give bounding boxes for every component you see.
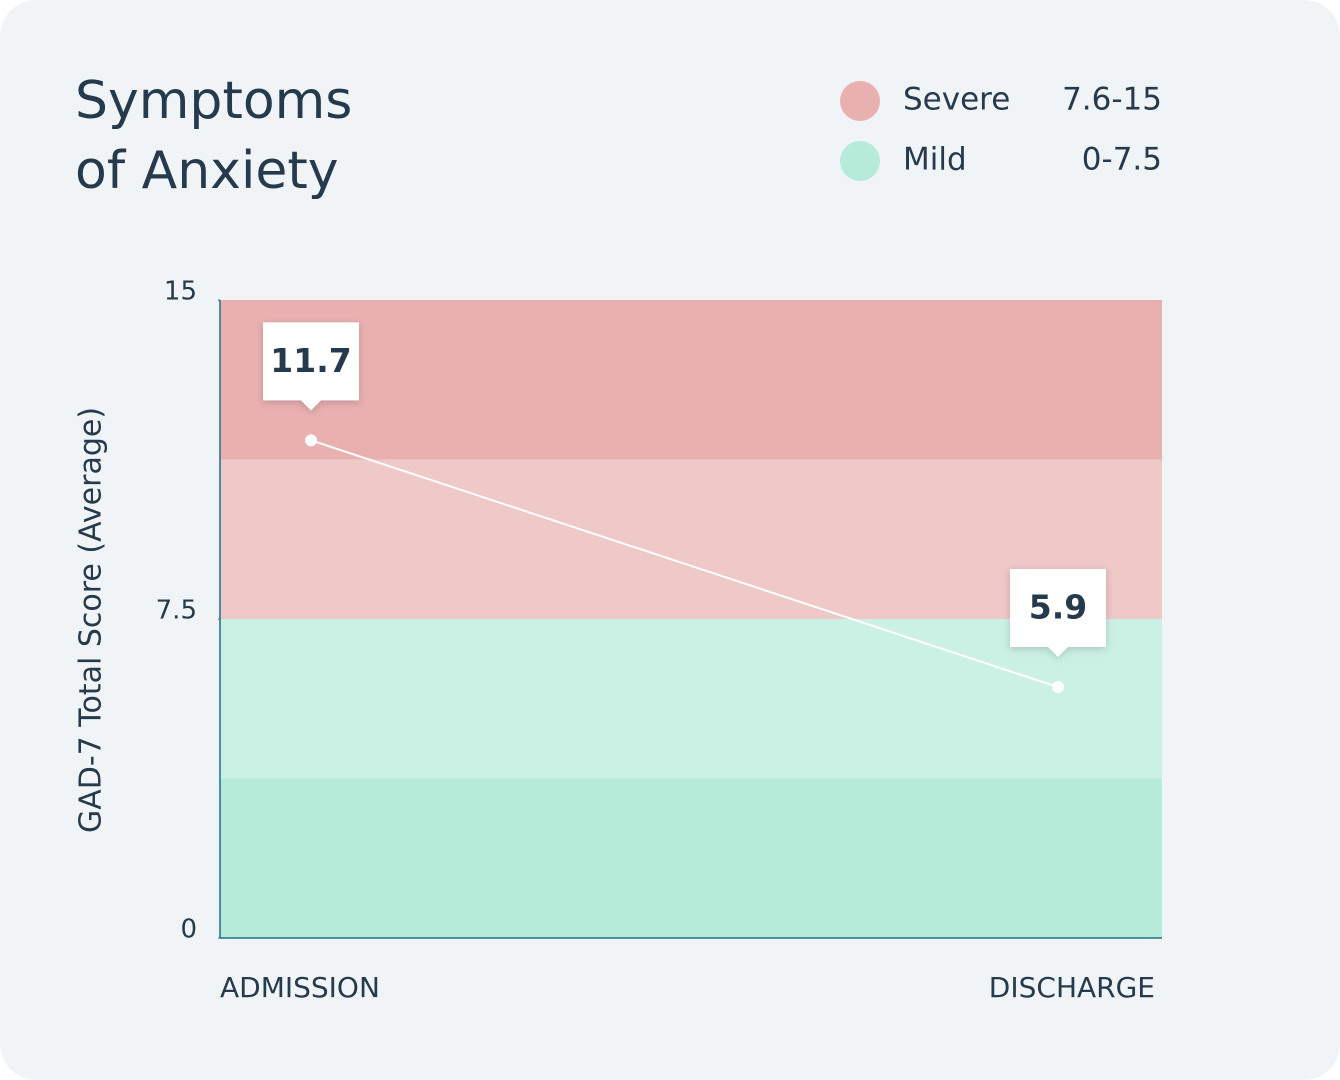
x-tick-label: DISCHARGE — [989, 971, 1155, 1004]
y-tick-label: 15 — [164, 277, 197, 307]
legend-label: Mild — [903, 142, 967, 178]
value-label: 5.9 — [1029, 588, 1087, 627]
y-tick-label: 7.5 — [156, 596, 197, 626]
point — [1052, 681, 1064, 694]
tooltip-box — [263, 322, 359, 411]
band-highlight — [220, 459, 1162, 619]
y-tick-label: 0 — [180, 915, 197, 945]
line — [310, 439, 1059, 689]
legend-range: 0-7.5 — [1082, 142, 1162, 178]
legend-swatch — [840, 141, 880, 181]
y-axis-title: GAD-7 Total Score (Average) — [74, 407, 109, 833]
band — [220, 778, 1162, 938]
value-tooltip — [1010, 569, 1106, 658]
band — [220, 619, 1162, 779]
point — [305, 434, 317, 447]
legend-range: 7.6-15 — [1062, 82, 1162, 118]
legend-label: Severe — [903, 82, 1010, 118]
chart-title: Symptoms of Anxiety — [75, 71, 353, 201]
tooltip-box — [1010, 569, 1106, 658]
band — [220, 459, 1162, 619]
x-tick-label: ADMISSION — [220, 971, 380, 1004]
value-tooltip — [263, 322, 359, 411]
band-highlight — [220, 619, 1162, 779]
value-label: 11.7 — [270, 341, 351, 380]
band — [220, 300, 1162, 460]
legend-swatch — [840, 81, 880, 121]
